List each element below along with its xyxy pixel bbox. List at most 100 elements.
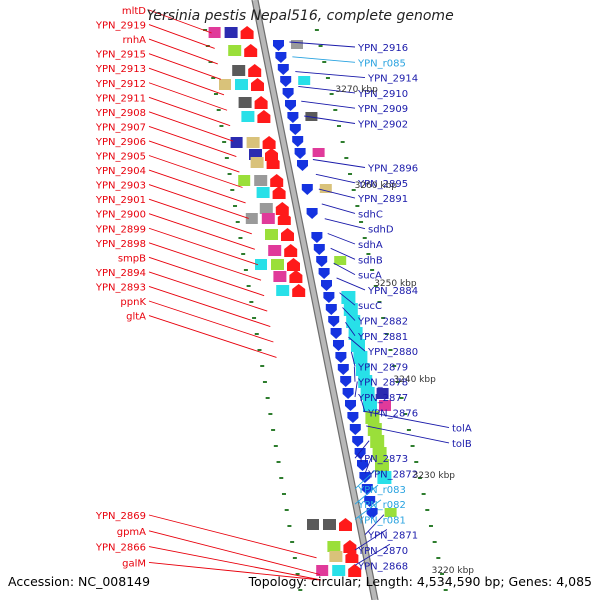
cog-category-box	[370, 435, 385, 448]
right-gene-label: sdhB	[358, 255, 383, 266]
label-leader-line	[148, 256, 265, 297]
right-gene-label: YPN_2878	[357, 378, 408, 389]
cog-category-box	[250, 157, 264, 168]
cog-category-box	[375, 459, 389, 472]
label-leader-line	[148, 111, 234, 142]
label-leader-line	[148, 184, 249, 219]
cog-category-box	[355, 363, 370, 376]
left-gene-label: YPN_2907	[95, 122, 146, 133]
cog-category-box	[343, 303, 358, 316]
label-leader-line	[321, 203, 356, 214]
forward-gene-feature	[281, 228, 294, 241]
label-leader-line	[148, 125, 237, 158]
left-gene-label: YPN_2915	[95, 50, 146, 61]
right-gene-label: YPN_2872	[367, 470, 418, 481]
label-leader-line	[148, 155, 243, 188]
reverse-gene-feature	[275, 52, 287, 63]
label-leader-line	[354, 469, 376, 490]
forward-gene-feature	[262, 136, 276, 149]
left-gene-label: galM	[122, 558, 146, 569]
right-gene-label: YPN_r081	[357, 515, 406, 526]
scale-labels: 3270 kbp 3260 kbp 3250 kbp 3240 kbp 3230 kbp…	[335, 85, 474, 576]
label-leader-line	[324, 218, 366, 230]
reverse-gene-feature	[297, 160, 308, 171]
reverse-gene-feature	[328, 316, 340, 327]
label-leader-line	[359, 396, 366, 413]
cog-category-box	[261, 213, 275, 224]
scale-label: 3250 kbp	[374, 279, 417, 289]
genome-title: Yersinia pestis Nepal516, complete genom…	[146, 8, 454, 24]
left-gene-label: YPN_2906	[95, 137, 146, 148]
cog-category-box	[327, 541, 341, 552]
label-leader-line	[354, 484, 379, 505]
left-gene-label: YPN_2913	[95, 64, 146, 75]
reverse-gene-feature	[280, 76, 292, 87]
left-gene-label: YPN_2903	[95, 181, 146, 192]
reverse-gene-feature	[359, 472, 371, 483]
label-leader-line	[148, 140, 240, 173]
reverse-gene-feature	[337, 364, 349, 375]
cog-category-box	[384, 508, 397, 517]
right-gene-label: YPN_r082	[357, 500, 406, 511]
scale-label: 3220 kbp	[432, 566, 475, 576]
cog-category-box	[376, 388, 389, 399]
label-leader-line	[353, 366, 356, 382]
cog-category-box	[363, 399, 377, 412]
label-leader-line	[364, 514, 385, 536]
cog-category-box	[271, 259, 284, 270]
cog-category-box	[316, 565, 329, 576]
reverse-gene-feature	[325, 304, 337, 315]
label-leader-line	[292, 56, 356, 63]
right-gene-label: YPN_2916	[357, 43, 408, 54]
forward-gene-feature	[275, 202, 289, 215]
forward-gene-feature	[266, 156, 280, 169]
cog-category-box	[360, 387, 375, 400]
label-leader-line	[363, 410, 450, 429]
label-leader-line	[148, 561, 322, 581]
left-gene-label: YPN_2898	[95, 239, 146, 250]
label-leader-line	[148, 169, 246, 204]
accession-label: Accession: NC_008149	[8, 574, 151, 589]
label-leader-line	[354, 440, 370, 459]
cog-category-box	[358, 375, 373, 388]
scale-label: 3240 kbp	[393, 375, 436, 385]
cog-category-box	[305, 112, 318, 121]
label-leader-line	[304, 115, 356, 124]
gene-features	[208, 26, 397, 577]
label-leader-line	[289, 41, 356, 48]
right-gene-label: YPN_2909	[357, 104, 408, 115]
reverse-gene-feature	[301, 184, 313, 195]
reverse-gene-feature	[354, 448, 366, 459]
forward-gene-feature	[244, 44, 258, 57]
cog-category-box	[254, 175, 268, 186]
label-leader-line	[148, 300, 274, 343]
label-leader-line	[336, 277, 366, 291]
cog-category-box	[346, 315, 361, 328]
right-gene-label: sucA	[358, 271, 382, 282]
label-leader-line	[366, 425, 450, 444]
forward-gene-feature	[284, 244, 298, 257]
cog-category-box	[265, 229, 278, 240]
cog-category-box	[319, 184, 332, 193]
left-gene-label: YPN_2894	[95, 268, 146, 279]
cog-category-box	[232, 65, 246, 76]
right-gene-label: YPN_2914	[367, 74, 418, 85]
right-gene-label: YPN_2879	[357, 362, 408, 373]
forward-gene-feature	[289, 270, 303, 283]
label-leader-line	[315, 173, 356, 184]
label-leader-line	[342, 307, 356, 321]
cog-category-box	[298, 76, 311, 85]
right-gene-label: YPN_2891	[357, 194, 408, 205]
reverse-gene-feature	[323, 292, 335, 303]
reverse-gene-feature	[306, 208, 318, 219]
label-leader-line	[148, 198, 252, 235]
genome-axis-band	[252, 0, 378, 600]
forward-gene-feature	[339, 518, 352, 531]
label-leader-line	[148, 242, 262, 281]
cog-category-box	[353, 351, 368, 364]
left-gene-label: mltD	[122, 6, 146, 17]
left-gene-label: YPN_2904	[95, 166, 146, 177]
forward-gene-feature	[254, 96, 268, 109]
label-leader-line	[318, 188, 356, 199]
cog-category-box	[219, 79, 231, 90]
